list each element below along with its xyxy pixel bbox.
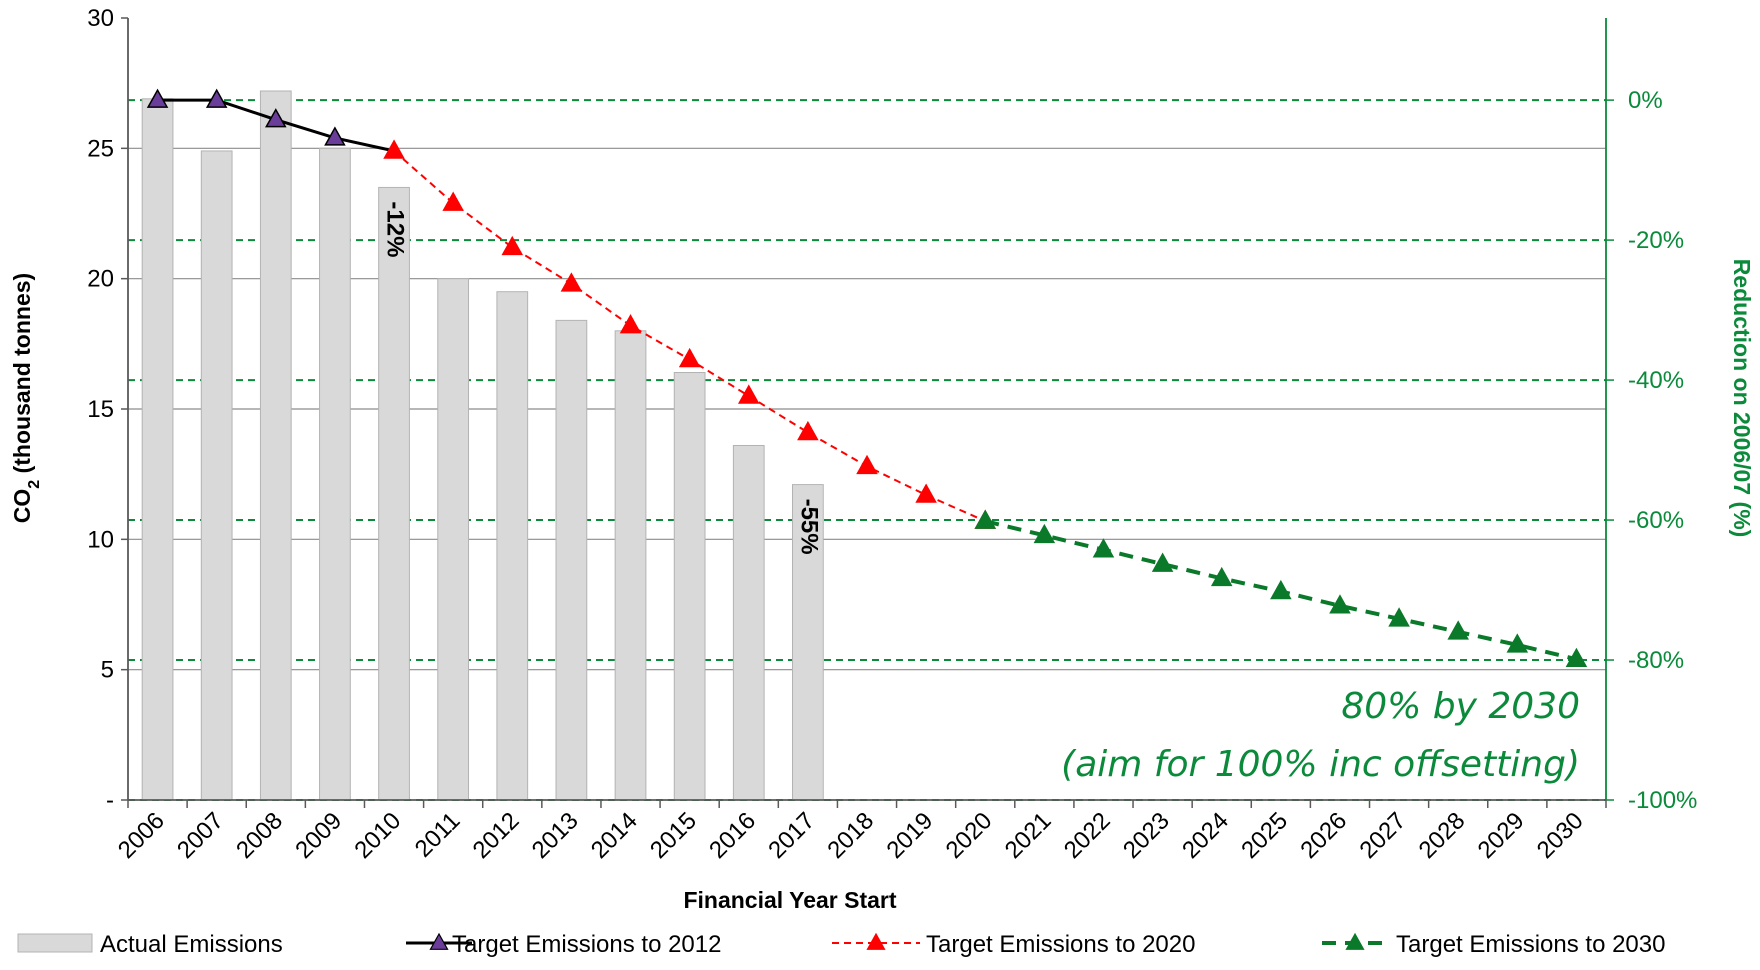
- x-tick-label: 2026: [1295, 807, 1352, 864]
- bar-actual-2008: [259, 90, 292, 801]
- x-tick-label: 2020: [941, 807, 998, 864]
- x-tick-label: 2028: [1414, 807, 1471, 864]
- legend-label: Actual Emissions: [100, 931, 283, 958]
- bar-actual-2011: [437, 278, 470, 801]
- y-axis-title-rest: (thousand tonnes): [9, 273, 35, 480]
- marker-series-3-2028: [1447, 620, 1469, 640]
- marker-series-3-2026: [1329, 594, 1351, 614]
- y2-tick-label: -60%: [1628, 507, 1684, 534]
- x-tick-label: 2014: [586, 807, 643, 864]
- x-tick-label: 2023: [1118, 807, 1175, 864]
- legend-label: Target Emissions to 2012: [452, 931, 721, 958]
- legend: Actual Emissions Target Emissions to 2012…: [17, 931, 1665, 958]
- x-tick-label: 2018: [822, 807, 879, 864]
- bar-actual-2013: [555, 319, 588, 801]
- x-tick-label: 2012: [468, 807, 525, 864]
- y-tick-label: 5: [101, 657, 114, 684]
- y-axis-title: CO2 (thousand tonnes): [9, 273, 43, 523]
- legend-label: Target Emissions to 2030: [1396, 931, 1665, 958]
- marker-series-2-2012: [501, 235, 524, 256]
- y-tick-label: -: [106, 787, 114, 814]
- marker-series-2-2016: [737, 384, 760, 404]
- marker-series-1-2008: [265, 108, 287, 128]
- legend-marker-3: [1345, 932, 1365, 950]
- marker-series-3-2027: [1388, 607, 1410, 627]
- x-tick-label: 2017: [763, 807, 820, 864]
- y-tick-label: 15: [87, 396, 114, 423]
- bar-actual-2015: [673, 372, 706, 801]
- y2-tick-label: -100%: [1628, 787, 1697, 814]
- legend-marker-1: [429, 932, 449, 950]
- marker-series-1-2007: [205, 88, 228, 108]
- marker-series-2-2018: [856, 454, 878, 475]
- y-tick-label: 25: [87, 135, 114, 162]
- marker-series-1-2006: [146, 88, 169, 108]
- legend-marker-2: [866, 932, 886, 950]
- y2-tick-label: -80%: [1628, 647, 1684, 674]
- marker-series-1-2009: [324, 126, 346, 146]
- x-tick-label: 2016: [704, 807, 761, 864]
- y2-tick-label: 0%: [1628, 87, 1663, 114]
- legend-label: Target Emissions to 2020: [926, 931, 1195, 958]
- marker-series-3-2021: [1033, 523, 1056, 544]
- marker-series-3-2022: [1092, 538, 1115, 558]
- marker-series-2-2010: [383, 139, 405, 159]
- x-tick-label: 2024: [1177, 807, 1234, 864]
- x-tick-label: 2006: [113, 807, 170, 864]
- bar-actual-2009: [319, 147, 351, 801]
- y2-tick-label: -20%: [1628, 227, 1684, 254]
- note-line-2: (aim for 100% inc offsetting): [1061, 744, 1580, 785]
- y2-tick-label: -40%: [1628, 367, 1684, 394]
- x-tick-label: 2019: [882, 807, 939, 864]
- y2-axis-title: Reduction on 2006/07 (%): [1729, 259, 1755, 538]
- marker-series-3-2025: [1270, 579, 1292, 600]
- marker-series-3-2030: [1565, 647, 1588, 667]
- marker-series-2-2015: [678, 347, 701, 368]
- y-tick-label: 20: [87, 266, 114, 293]
- marker-series-2-2019: [915, 483, 937, 503]
- y-axis-title-main: CO: [9, 489, 35, 524]
- bar-actual-2014: [614, 330, 647, 801]
- marker-series-3-2029: [1506, 633, 1529, 653]
- x-tick-label: 2010: [349, 807, 406, 864]
- x-tick-label: 2021: [1000, 807, 1057, 864]
- bar-actual-2012: [496, 291, 529, 801]
- lines-layer: [146, 88, 1588, 667]
- bars-layer: [141, 90, 824, 801]
- bar-actual-2007: [200, 150, 233, 801]
- y-tick-label: 30: [87, 5, 114, 32]
- y-axis-title-sub: 2: [26, 480, 43, 489]
- bar-actual-2016: [732, 444, 765, 801]
- x-axis-title: Financial Year Start: [683, 887, 896, 913]
- marker-series-2-2011: [442, 191, 464, 211]
- marker-series-2-2013: [560, 272, 583, 292]
- x-tick-label: 2009: [290, 807, 347, 864]
- x-tick-label: 2007: [172, 807, 229, 864]
- bar-actual-2006: [141, 98, 174, 801]
- marker-series-3-2023: [1151, 552, 1174, 572]
- marker-series-3-2020: [974, 509, 997, 529]
- marker-series-3-2024: [1210, 566, 1233, 587]
- x-tick-label: 2022: [1059, 807, 1116, 864]
- x-tick-label: 2008: [231, 807, 288, 864]
- x-tick-label: 2015: [645, 807, 702, 864]
- bar-annotation-2017: -55%: [796, 499, 823, 555]
- marker-series-2-2014: [619, 314, 642, 334]
- x-tick-label: 2029: [1473, 807, 1530, 864]
- bar-actual-2010: [378, 186, 410, 801]
- x-tick-label: 2027: [1354, 807, 1411, 864]
- marker-series-2-2017: [797, 420, 819, 441]
- x-tick-label: 2011: [410, 807, 466, 863]
- bar-annotation-2010: -12%: [382, 201, 409, 257]
- y-tick-label: 10: [87, 526, 114, 553]
- note-line-1: 80% by 2030: [1341, 686, 1580, 727]
- x-tick-label: 2030: [1532, 807, 1589, 864]
- x-tick-label: 2013: [527, 807, 584, 864]
- axes-layer: [121, 17, 1614, 808]
- x-tick-label: 2025: [1236, 807, 1293, 864]
- legend-swatch-0: [17, 933, 93, 953]
